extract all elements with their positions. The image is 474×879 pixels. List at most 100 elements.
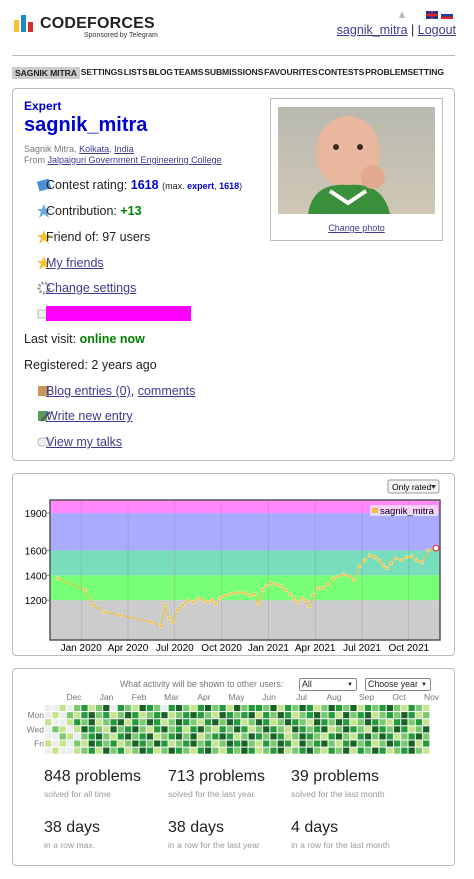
day-label: Wed: [27, 724, 45, 734]
user-links: sagnik_mitra | Logout: [337, 23, 456, 37]
stat-value: 713 problems: [168, 768, 265, 785]
friends-icon: [37, 230, 51, 244]
rating-point: [336, 574, 341, 579]
write-entry[interactable]: Write new entry: [46, 409, 133, 423]
rating-point: [295, 600, 300, 605]
activity-cell: [284, 712, 292, 719]
activity-cell: [401, 740, 408, 747]
comma: ,: [109, 144, 112, 154]
activity-cell: [372, 705, 379, 712]
menu-item[interactable]: LISTS: [123, 67, 148, 77]
activity-cell: [88, 719, 95, 726]
activity-cell: [277, 705, 284, 712]
talks-icon: [37, 437, 51, 447]
activity-cell: [59, 740, 66, 747]
activity-cell: [408, 712, 415, 719]
activity-cell: [226, 740, 234, 747]
x-tick-label: Jul 2021: [343, 643, 381, 654]
activity-cell: [190, 740, 197, 747]
activity-cell: [343, 747, 350, 754]
menu-item[interactable]: PROBLEMSETTING: [365, 67, 444, 77]
activity-cell: [52, 733, 59, 740]
activity-cell: [306, 740, 313, 747]
activity-cell: [423, 726, 430, 733]
change-photo[interactable]: Change photo: [271, 223, 442, 233]
rating-point: [170, 620, 175, 625]
text: ,: [130, 384, 135, 398]
country[interactable]: India: [114, 144, 134, 154]
rating-point: [377, 558, 382, 563]
activity-cell: [284, 719, 292, 726]
activity-cell: [284, 740, 292, 747]
activity-cell: [139, 733, 146, 740]
city[interactable]: Kolkata: [79, 144, 110, 154]
year-select[interactable]: Choose year ▼: [365, 678, 431, 691]
x-tick-label: Jul 2020: [156, 643, 194, 654]
y-tick-label: 1200: [25, 596, 48, 607]
activity-cell: [379, 705, 386, 712]
rating-point: [315, 586, 320, 591]
full-name: Sagnik Mitra: [24, 144, 75, 154]
activity-cell: [241, 747, 248, 754]
rating-point: [311, 593, 316, 598]
activity-cell: [379, 747, 386, 754]
user-link[interactable]: sagnik_mitra: [336, 23, 408, 37]
menu-item[interactable]: CONTESTS: [318, 67, 365, 77]
activity-cell: [234, 726, 241, 733]
stat-caption: solved for all time: [44, 789, 111, 799]
activity-cell: [415, 705, 423, 712]
activity-cell: [226, 705, 234, 712]
activity-cell: [321, 726, 328, 733]
menu-item[interactable]: FAVOURITES: [264, 67, 318, 77]
activity-cell: [45, 726, 52, 733]
blog-entries[interactable]: Blog entries (0): [46, 384, 131, 398]
activity-cell: [132, 719, 139, 726]
change-settings[interactable]: Change settings: [46, 281, 137, 295]
activity-cell: [175, 726, 183, 733]
activity-cell: [226, 733, 234, 740]
organization[interactable]: Jalpaiguri Government Engineering Colleg…: [47, 155, 222, 165]
activity-cell: [154, 740, 161, 747]
activity-cell: [124, 719, 132, 726]
month-label: May: [228, 692, 245, 702]
activity-cell: [154, 726, 161, 733]
menu-item[interactable]: BLOG: [148, 67, 173, 77]
activity-cell: [386, 726, 393, 733]
activity-cell: [59, 719, 66, 726]
talks[interactable]: View my talks: [46, 435, 123, 449]
activity-cell: [335, 726, 343, 733]
activity-cell: [335, 747, 343, 754]
menu-item[interactable]: SETTINGS: [80, 67, 123, 77]
activity-cell: [241, 705, 248, 712]
activity-cell: [81, 747, 88, 754]
menu-item[interactable]: TEAMS: [173, 67, 204, 77]
filter-select[interactable]: [387, 479, 440, 494]
activity-cell: [386, 705, 393, 712]
activity-cell: [350, 705, 357, 712]
rating-point: [213, 602, 218, 607]
activity-cell: [204, 712, 212, 719]
my-friends[interactable]: My friends: [46, 256, 104, 270]
rating-point: [159, 624, 164, 629]
activity-cell: [161, 719, 168, 726]
activity-cell: [197, 747, 204, 754]
menu-item[interactable]: SAGNIK MITRA: [12, 67, 80, 79]
activity-cell: [313, 705, 321, 712]
logout[interactable]: Logout: [417, 23, 456, 37]
activity-cell: [255, 712, 263, 719]
visibility-select[interactable]: All ▼: [299, 678, 357, 691]
logo[interactable]: CODEFORCES: [40, 15, 155, 32]
activity-cell: [66, 726, 74, 733]
activity-cell: [306, 712, 313, 719]
activity-cell: [423, 719, 430, 726]
rating-point: [118, 613, 123, 618]
activity-cell: [270, 740, 277, 747]
menu-item[interactable]: SUBMISSIONS: [204, 67, 264, 77]
activity-cell: [263, 719, 270, 726]
month-label: Mar: [164, 692, 179, 702]
comments[interactable]: comments: [137, 384, 196, 398]
activity-cell: [263, 726, 270, 733]
legend-swatch: [372, 508, 378, 513]
activity-cell: [219, 740, 226, 747]
